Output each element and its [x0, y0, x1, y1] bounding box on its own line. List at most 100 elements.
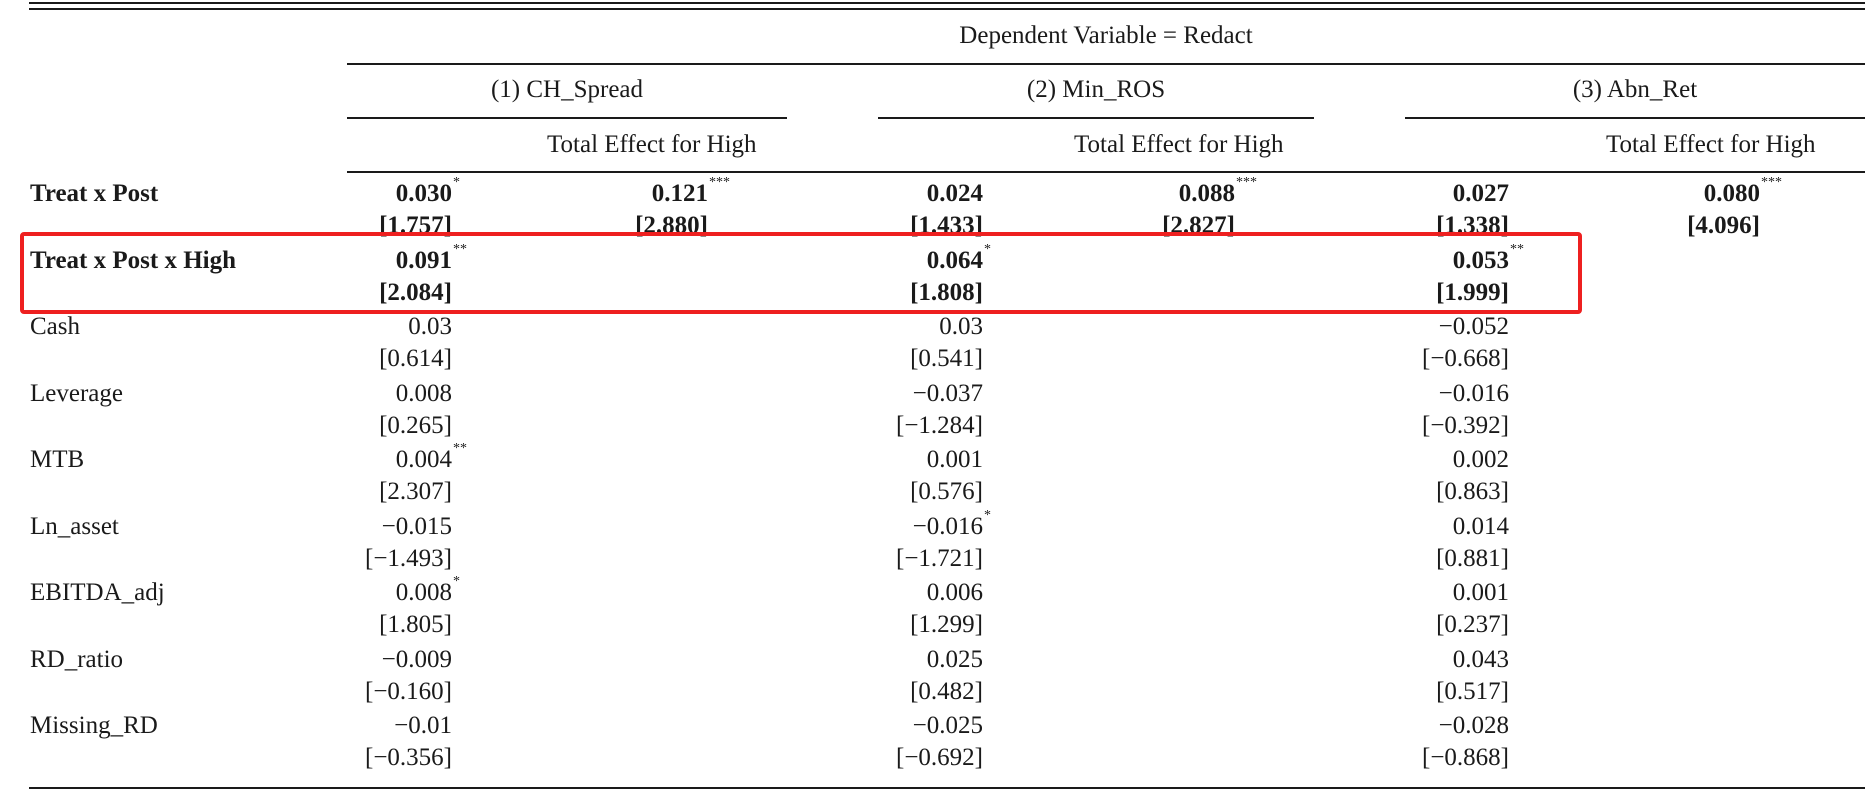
row-label: Missing_RD [30, 712, 158, 739]
coefficient-cell: 0.121 [508, 179, 708, 209]
coefficient-value: −0.025 [912, 712, 983, 739]
t-statistic-cell: [−0.692] [896, 744, 983, 771]
row-label: Treat x Post x High [30, 246, 237, 274]
coefficient-cell: 0.001 [783, 445, 983, 475]
coefficient-value: 0.027 [1452, 180, 1509, 207]
coefficient-cell: 0.03 [252, 312, 452, 342]
t-statistic-cell: [−0.356] [365, 744, 452, 771]
t-statistic-cell: [0.614] [379, 345, 452, 372]
top-rule-outer [29, 2, 1865, 4]
t-statistic-cell: [2.307] [379, 478, 452, 505]
coefficient-value: 0.091 [395, 246, 452, 274]
t-statistic-cell: [−1.493] [365, 544, 452, 572]
significance-stars: * [984, 507, 991, 523]
total-effect-label-1: Total Effect for High [547, 131, 757, 158]
coefficient-value: −0.052 [1438, 313, 1509, 340]
coefficient-value: 0.006 [926, 579, 983, 606]
row-label: RD_ratio [30, 645, 124, 673]
t-statistic-cell: [0.237] [1436, 611, 1509, 638]
significance-stars: *** [1761, 175, 1782, 190]
coefficient-cell: 0.091 [252, 246, 452, 276]
t-statistic-cell: [1.999] [1436, 278, 1509, 306]
total-effect-label-3: Total Effect for High [1606, 131, 1816, 158]
coefficient-cell: 0.002 [1309, 445, 1509, 475]
row-label: Leverage [30, 379, 123, 407]
t-statistic-cell: [−0.668] [1422, 345, 1509, 372]
coefficient-value: 0.014 [1452, 512, 1509, 540]
coefficient-value: 0.004 [395, 446, 452, 473]
coefficient-cell: 0.001 [1309, 578, 1509, 608]
coefficient-value: 0.001 [926, 446, 983, 473]
model-3-header: (3) Abn_Ret [1572, 76, 1698, 103]
coefficient-cell: 0.004 [252, 445, 452, 475]
model-1-header: (1) CH_Spread [490, 76, 644, 103]
coefficient-cell: −0.015 [252, 512, 452, 542]
t-statistic-cell: [0.482] [910, 677, 983, 705]
coefficient-value: 0.024 [926, 180, 983, 207]
t-statistic-cell: [1.299] [910, 611, 983, 638]
coefficient-value: 0.03 [408, 313, 452, 340]
model-2-header: (2) Min_ROS [1026, 76, 1166, 103]
coefficient-value: 0.002 [1452, 446, 1509, 473]
t-statistic-cell: [0.541] [910, 345, 983, 372]
t-statistic-cell: [1.808] [910, 278, 983, 306]
t-statistic-cell: [4.096] [1687, 212, 1760, 239]
coefficient-value: −0.009 [381, 645, 452, 673]
coefficient-cell: 0.043 [1309, 645, 1509, 675]
coefficient-value: 0.025 [926, 645, 983, 673]
coefficient-cell: −0.028 [1309, 711, 1509, 741]
coefficient-value: 0.064 [926, 246, 983, 274]
coefficient-value: 0.088 [1178, 180, 1235, 207]
significance-stars: * [453, 175, 460, 190]
coefficient-cell: 0.008 [252, 379, 452, 409]
coefficient-cell: 0.03 [783, 312, 983, 342]
coefficient-value: 0.121 [651, 180, 708, 207]
t-statistic-cell: [−1.721] [896, 544, 983, 572]
row-label: MTB [30, 446, 85, 473]
model-2-rule [878, 117, 1314, 119]
header-rule [347, 63, 1865, 65]
t-statistic-cell: [0.517] [1436, 677, 1509, 705]
coefficient-cell: 0.053 [1309, 246, 1509, 276]
coefficient-cell: −0.016 [783, 512, 983, 542]
significance-stars: ** [1510, 241, 1524, 257]
significance-stars: * [453, 574, 460, 589]
coefficient-cell: 0.025 [783, 645, 983, 675]
model-1-rule [347, 117, 787, 119]
t-statistic-cell: [−0.868] [1422, 744, 1509, 771]
coefficient-cell: 0.030 [252, 179, 452, 209]
coefficient-value: 0.030 [395, 180, 452, 207]
row-label: Ln_asset [30, 512, 119, 540]
row-label: Treat x Post [30, 180, 159, 207]
coefficient-value: −0.016 [1438, 379, 1509, 407]
coefficient-value: 0.001 [1452, 579, 1509, 606]
coefficient-cell: −0.01 [252, 711, 452, 741]
coefficient-cell: 0.080 [1560, 179, 1760, 209]
coefficient-cell: −0.016 [1309, 379, 1509, 409]
coefficient-cell: −0.052 [1309, 312, 1509, 342]
top-rule-inner [29, 8, 1865, 10]
coefficient-value: 0.043 [1452, 645, 1509, 673]
coefficient-value: 0.053 [1452, 246, 1509, 274]
total-effect-label-2: Total Effect for High [1074, 131, 1284, 158]
coefficient-value: 0.03 [939, 313, 983, 340]
dependent-variable-header: Dependent Variable = Redact [959, 22, 1253, 49]
coefficient-cell: 0.014 [1309, 512, 1509, 542]
row-label: EBITDA_adj [30, 579, 165, 606]
coefficient-cell: −0.009 [252, 645, 452, 675]
significance-stars: *** [709, 175, 730, 190]
t-statistic-cell: [0.576] [910, 478, 983, 505]
t-statistic-cell: [−0.392] [1422, 411, 1509, 439]
t-statistic-cell: [0.863] [1436, 478, 1509, 505]
coefficient-value: −0.037 [912, 379, 983, 407]
highlight-box [20, 232, 1582, 314]
coefficient-value: −0.015 [381, 512, 452, 540]
t-statistic-cell: [−0.160] [365, 677, 452, 705]
significance-stars: * [984, 241, 991, 257]
t-statistic-cell: [1.805] [379, 611, 452, 638]
coefficient-value: −0.016 [912, 512, 983, 540]
coefficient-cell: 0.024 [783, 179, 983, 209]
coefficient-cell: 0.008 [252, 578, 452, 608]
coefficient-value: −0.028 [1438, 712, 1509, 739]
column-header-rule [347, 171, 1865, 173]
